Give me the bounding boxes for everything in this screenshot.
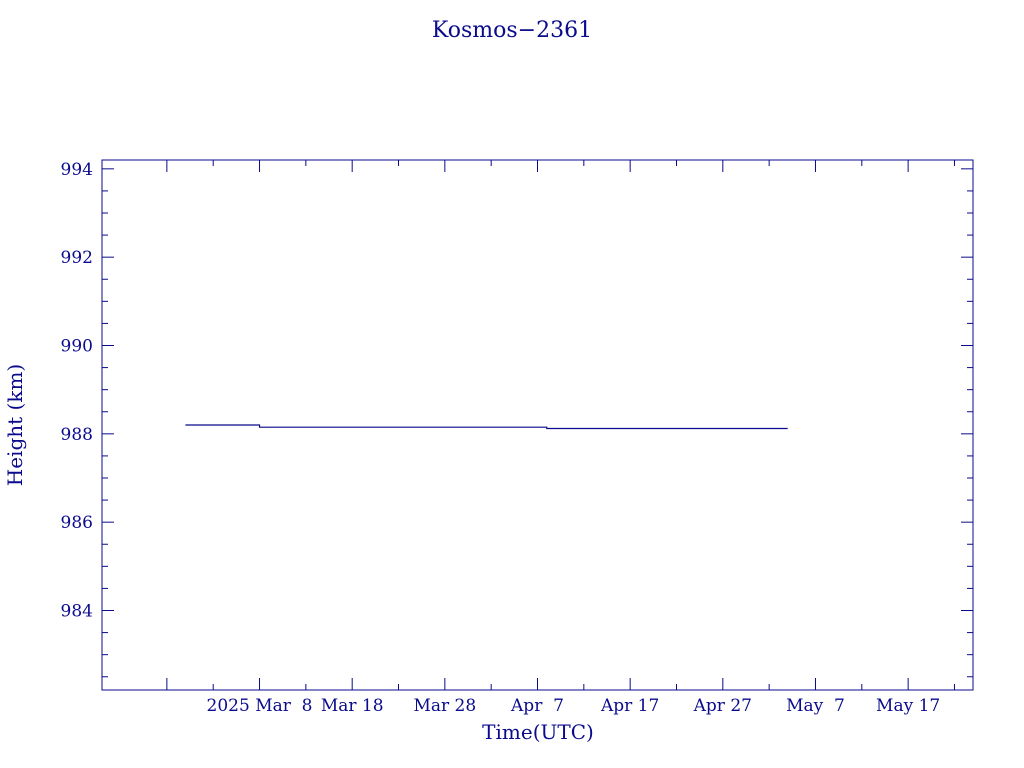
y-tick-label: 986 <box>61 513 93 533</box>
x-tick-label: 2025 Mar 8 <box>207 696 313 716</box>
y-axis-ticks <box>102 168 973 678</box>
x-axis-tick-labels: 2025 Mar 8 Mar 18 Mar 28 Apr 7 Apr 17 Apr 27 M… <box>207 696 941 716</box>
x-axis-label: Time(UTC) <box>482 720 594 744</box>
x-tick-label: Apr 27 <box>693 696 752 716</box>
y-axis-label: Height (km) <box>3 364 27 486</box>
chart-title: Kosmos−2361 <box>432 18 592 43</box>
series-line-height <box>185 424 788 430</box>
y-tick-label: 984 <box>61 602 93 622</box>
y-tick-label: 992 <box>61 248 93 268</box>
y-axis-tick-labels: 984 986 988 990 992 994 <box>61 160 93 622</box>
x-tick-label: Mar 28 <box>413 696 476 716</box>
x-tick-label: Apr 7 <box>510 696 564 716</box>
x-tick-label: May 17 <box>876 696 940 716</box>
y-tick-label: 988 <box>61 425 93 445</box>
x-axis-ticks <box>166 160 955 690</box>
x-tick-label: Mar 18 <box>321 696 384 716</box>
y-tick-label: 990 <box>61 337 93 357</box>
series-layer <box>185 424 788 430</box>
x-tick-label: Apr 17 <box>600 696 659 716</box>
y-tick-label: 994 <box>61 160 93 180</box>
x-tick-label: May 7 <box>786 696 845 716</box>
